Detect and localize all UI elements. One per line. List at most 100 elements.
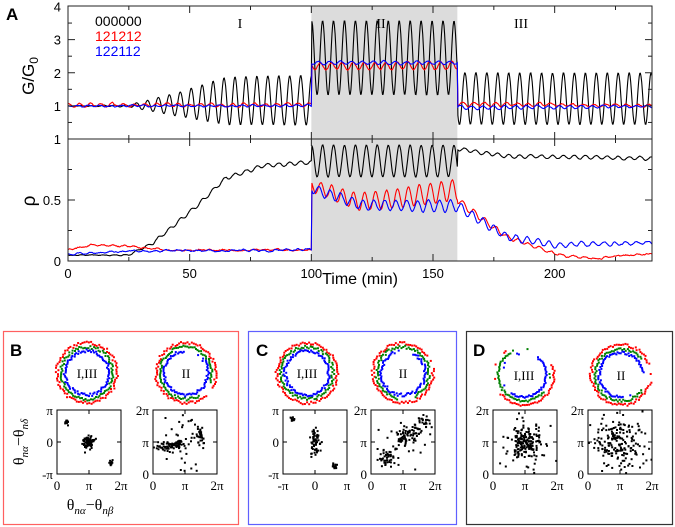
phase-dot xyxy=(376,387,379,390)
phase-dot xyxy=(205,369,208,372)
scatter-point xyxy=(428,419,431,422)
phase-dot xyxy=(323,357,326,360)
phase-dot xyxy=(189,346,192,349)
phase-dot xyxy=(317,350,320,352)
scatter-point xyxy=(313,430,315,433)
phase-dot xyxy=(155,363,158,366)
phase-dot xyxy=(550,384,553,387)
phase-dot xyxy=(553,369,556,372)
phase-dot xyxy=(70,396,73,399)
phase-dot xyxy=(174,353,177,356)
scatter-y-tick-label: 0 xyxy=(273,435,280,450)
scatter-point xyxy=(403,444,406,447)
phase-dot xyxy=(424,373,427,376)
scatter-point xyxy=(395,447,398,450)
phase-dot xyxy=(600,363,603,366)
phase-dot xyxy=(422,382,425,385)
series-g-122112 xyxy=(67,59,653,111)
phase-dot xyxy=(387,348,390,351)
scatter-point xyxy=(165,434,168,437)
scatter-point xyxy=(196,425,199,428)
scatter-point xyxy=(518,441,521,444)
scatter-point xyxy=(177,440,179,443)
phase-dot xyxy=(214,366,217,369)
phase-dot xyxy=(275,377,278,380)
phase-dot xyxy=(190,396,193,399)
phase-dot xyxy=(107,355,109,358)
scatter-point xyxy=(619,446,622,449)
scatter-point xyxy=(385,453,387,456)
scatter-point xyxy=(612,435,615,437)
scatter-point xyxy=(111,461,114,464)
scatter-point xyxy=(616,411,619,414)
phase-dot xyxy=(597,391,600,394)
scatter-point xyxy=(197,435,200,438)
phase-dot xyxy=(310,343,312,346)
scatter-point xyxy=(160,442,163,445)
phase-dot xyxy=(110,388,112,390)
scatter-point xyxy=(535,455,538,458)
scatter-point xyxy=(164,417,167,419)
phase-dot xyxy=(327,352,330,355)
phase-dot xyxy=(316,395,319,398)
phase-dot xyxy=(71,349,74,352)
phase-dot xyxy=(179,401,182,404)
phase-dot xyxy=(63,381,66,384)
scatter-point xyxy=(167,447,170,450)
scatter-point xyxy=(408,431,411,434)
phase-dot xyxy=(109,353,112,356)
phase-dot xyxy=(615,394,618,397)
phase-dot xyxy=(600,367,603,370)
phase-dot xyxy=(404,400,407,403)
phase-dot xyxy=(426,360,429,363)
scatter-point xyxy=(84,451,86,454)
scatter-point xyxy=(609,442,612,445)
scatter-point xyxy=(414,439,417,442)
panel-d-frame xyxy=(465,330,674,526)
phase-dot xyxy=(504,355,507,358)
scatter-point xyxy=(630,436,633,439)
phase-dot xyxy=(376,381,379,384)
phase-dot xyxy=(421,350,424,353)
phase-dot xyxy=(79,343,82,346)
phase-dot xyxy=(511,402,514,405)
phase-dot xyxy=(609,402,612,404)
phase-dot xyxy=(299,348,302,351)
phase-dot xyxy=(422,356,425,359)
scatter-point xyxy=(316,430,319,433)
scatter-point xyxy=(194,463,197,466)
scatter-point xyxy=(519,446,522,449)
phase-dot xyxy=(394,342,397,345)
phase-dot xyxy=(289,392,292,394)
scatter-point xyxy=(621,454,624,456)
phase-dot xyxy=(377,389,380,392)
phase-dot xyxy=(324,391,327,394)
scatter-y-tick-label: π xyxy=(272,403,279,418)
scatter-point xyxy=(612,433,615,436)
phase-dot xyxy=(381,394,384,397)
phase-dot xyxy=(388,354,391,357)
phase-dot xyxy=(167,397,170,400)
phase-dot xyxy=(550,364,553,367)
phase-dot xyxy=(393,344,396,346)
phase-dot xyxy=(537,390,540,393)
phase-dot xyxy=(372,380,375,383)
phase-dot xyxy=(390,399,393,401)
scatter-point xyxy=(404,443,407,446)
scatter-point xyxy=(376,448,379,450)
phase-dot xyxy=(531,397,534,400)
scatter-point xyxy=(315,441,318,444)
phase-dot xyxy=(91,343,94,346)
phase-dot xyxy=(202,357,205,360)
scatter-point xyxy=(525,436,527,439)
phase-dot xyxy=(328,392,331,395)
scatter-y-tick-label: π xyxy=(142,435,149,450)
phase-dot xyxy=(420,358,423,361)
phase-dot xyxy=(547,392,550,395)
phase-dot xyxy=(335,379,338,382)
phase-dot xyxy=(396,346,399,349)
phase-dot xyxy=(377,367,380,370)
phase-dot xyxy=(63,357,66,360)
phase-dot xyxy=(162,385,165,388)
scatter-point xyxy=(623,424,626,427)
